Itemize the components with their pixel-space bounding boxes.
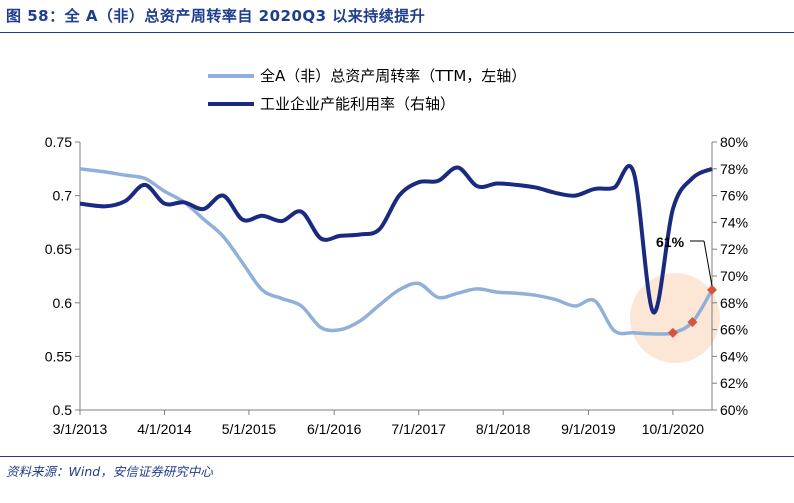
x-tick-label: 4/1/2014 (137, 421, 192, 437)
source-divider (0, 456, 794, 457)
highlight-region (630, 273, 720, 363)
chart-series (79, 163, 714, 336)
left-tick-label: 0.75 (45, 134, 72, 150)
highlight-markers (667, 284, 717, 338)
right-tick-label: 72% (720, 241, 748, 257)
x-tick-label: 3/1/2013 (53, 421, 108, 437)
series-line-capacity-utilization (79, 163, 713, 315)
left-tick-label: 0.5 (53, 402, 73, 418)
chart-legend: 全A（非）总资产周转率（TTM，左轴） 工业企业产能利用率（右轴） (208, 67, 526, 113)
right-tick-label: 64% (720, 348, 748, 364)
highlight-marker (667, 327, 678, 338)
figure-title: 图 58：全 A（非）总资产周转率自 2020Q3 以来持续提升 (6, 7, 426, 25)
x-tick-label: 7/1/2017 (391, 421, 446, 437)
left-tick-label: 0.65 (45, 241, 72, 257)
x-tick-label: 8/1/2018 (476, 421, 531, 437)
legend-label-asset-turnover: 全A（非）总资产周转率（TTM，左轴） (260, 67, 526, 85)
x-tick-label: 6/1/2016 (307, 421, 362, 437)
right-tick-label: 70% (720, 268, 748, 284)
right-tick-label: 60% (720, 402, 748, 418)
chart-axes: 0.5 0.55 0.6 0.65 0.7 0.75 60% 62% 64% 66% 68% 70% 7… (45, 134, 748, 437)
right-tick-label: 66% (720, 322, 748, 338)
highlight-marker (687, 317, 698, 328)
right-tick-label: 68% (720, 295, 748, 311)
legend-label-capacity-utilization: 工业企业产能利用率（右轴） (260, 95, 455, 113)
annotation-leader (703, 240, 713, 287)
right-tick-label: 62% (720, 375, 748, 391)
x-tick-label: 9/1/2019 (561, 421, 616, 437)
source-note: 资料来源：Wind，安信证券研究中心 (6, 464, 213, 479)
right-tick-label: 80% (720, 134, 748, 150)
chart-annotations: 61% (656, 234, 713, 287)
left-tick-label: 0.55 (45, 348, 72, 364)
x-tick-label: 5/1/2015 (222, 421, 277, 437)
left-tick-label: 0.7 (53, 188, 73, 204)
highlight-marker (707, 284, 717, 295)
highlight-circle (630, 273, 720, 363)
series-line-asset-turnover (79, 167, 714, 336)
left-tick-label: 0.6 (53, 295, 73, 311)
right-tick-label: 78% (720, 161, 748, 177)
right-tick-label: 74% (720, 214, 748, 230)
title-divider (0, 32, 794, 33)
right-tick-label: 76% (720, 188, 748, 204)
annotation-61-percent: 61% (656, 234, 685, 250)
x-tick-label: 10/1/2020 (642, 421, 704, 437)
